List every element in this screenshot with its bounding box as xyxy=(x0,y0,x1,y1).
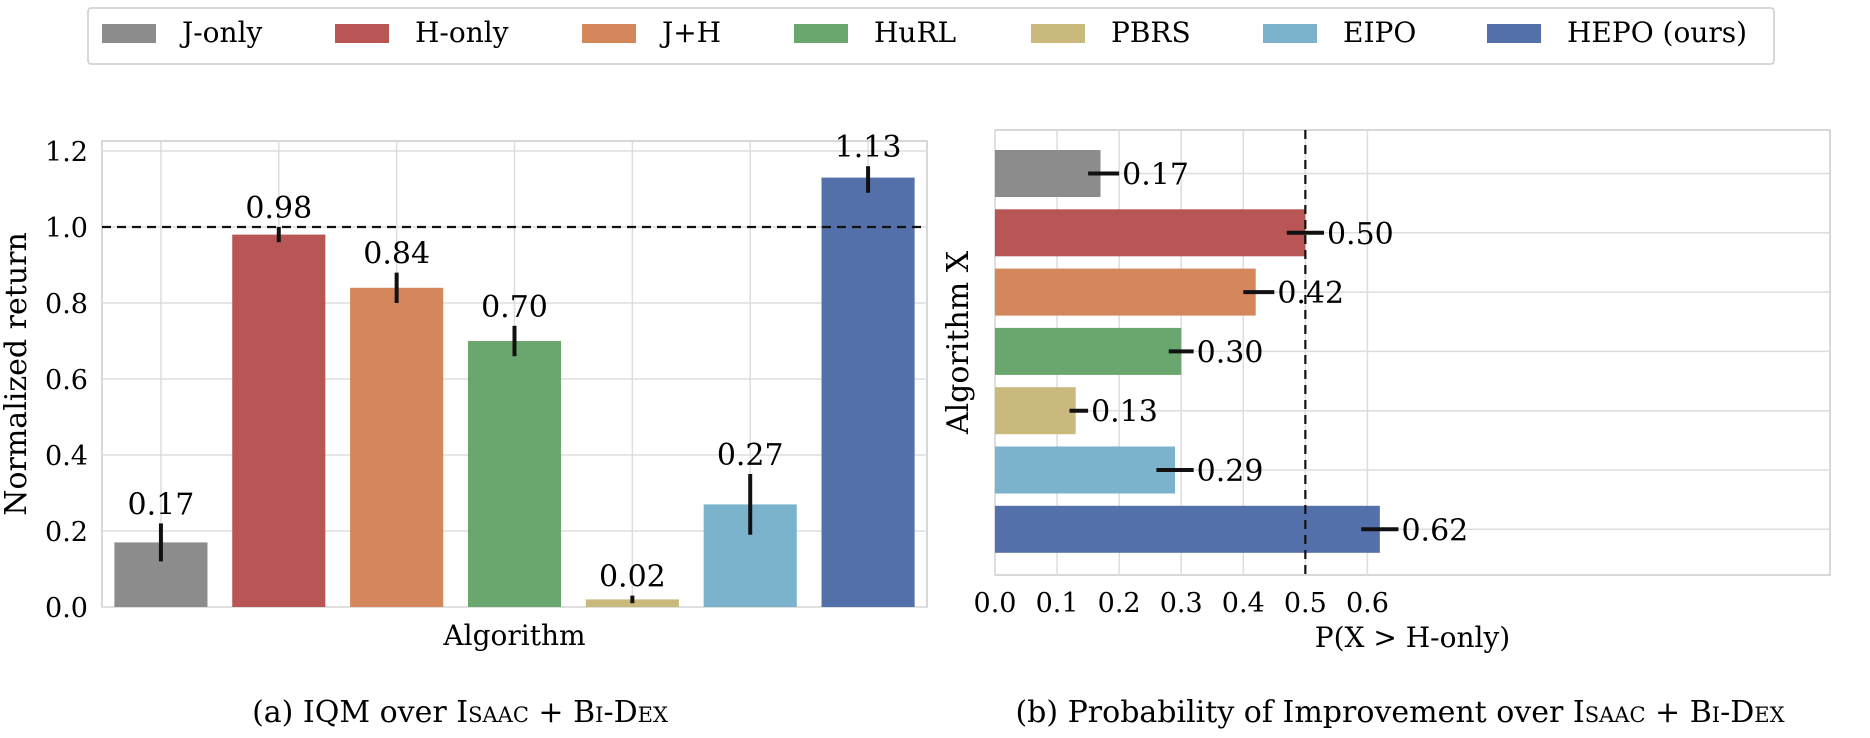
data-label: 0.17 xyxy=(1122,158,1189,193)
x-tick-label: 0.4 xyxy=(1222,588,1265,619)
plot-area xyxy=(994,129,1831,576)
bar xyxy=(232,234,326,607)
legend-label: EIPO xyxy=(1343,16,1416,49)
data-label: 0.70 xyxy=(481,290,548,325)
legend-label: J+H xyxy=(659,16,721,49)
y-tick-label: 0.2 xyxy=(45,517,88,548)
legend-swatch xyxy=(335,24,389,43)
y-tick-label: 1.2 xyxy=(45,137,88,168)
x-tick-label: 0.2 xyxy=(1098,588,1141,619)
legend-label: HEPO (ours) xyxy=(1567,16,1747,49)
y-tick-label: 0.6 xyxy=(45,365,88,396)
legend-label: J-only xyxy=(179,16,263,49)
y-tick-label: 0.4 xyxy=(45,441,88,472)
data-label: 0.42 xyxy=(1277,276,1344,311)
caption-a: (a) IQM over Isaac + Bi-Dex xyxy=(252,695,668,730)
caption-b: (b) Probability of Improvement over Isaa… xyxy=(1015,695,1784,730)
bar xyxy=(995,209,1306,257)
bar xyxy=(995,327,1182,375)
data-label: 0.30 xyxy=(1197,335,1264,370)
legend-label: H-only xyxy=(415,16,509,49)
data-label: 1.13 xyxy=(835,130,902,165)
x-tick-label: 0.3 xyxy=(1160,588,1203,619)
data-label: 0.50 xyxy=(1327,217,1394,252)
data-label: 0.98 xyxy=(245,191,312,226)
bar xyxy=(995,446,1176,494)
bar xyxy=(821,177,915,607)
y-axis-label: Normalized return xyxy=(0,232,34,516)
data-label: 0.84 xyxy=(363,237,430,272)
chart-probability-of-improvement: 0.0 0.1 0.2 0.3 0.4 0.5 0.6 0.17 0.50 0.42 0.30 0.1… xyxy=(941,129,1831,654)
data-label: 0.13 xyxy=(1091,395,1158,430)
legend: J-only H-only J+H HuRL PBRS EIPO HEPO (ours) xyxy=(87,7,1775,65)
bar xyxy=(350,287,444,607)
bar xyxy=(995,505,1380,553)
data-label: 0.62 xyxy=(1401,513,1468,548)
x-tick-label: 0.0 xyxy=(974,588,1017,619)
legend-swatch xyxy=(794,24,848,43)
x-tick-label: 0.1 xyxy=(1036,588,1079,619)
legend-frame xyxy=(87,7,1775,65)
data-label: 0.02 xyxy=(599,560,666,595)
legend-swatch xyxy=(1263,24,1317,43)
x-tick-label: 0.6 xyxy=(1346,588,1389,619)
y-tick-label: 0.0 xyxy=(45,593,88,624)
y-tick-label: 1.0 xyxy=(45,213,88,244)
legend-label: PBRS xyxy=(1111,16,1191,49)
legend-label: HuRL xyxy=(874,16,956,49)
data-label: 0.17 xyxy=(128,487,195,522)
chart-iqm: 0.0 0.2 0.4 0.6 0.8 1.0 1.2 0.17 0.98 0.84 0.70 0.0… xyxy=(0,130,928,652)
legend-swatch xyxy=(1487,24,1541,43)
bar xyxy=(467,341,562,607)
y-tick-label: 0.8 xyxy=(45,289,88,320)
legend-swatch xyxy=(102,24,156,43)
bar xyxy=(995,268,1256,316)
bar xyxy=(995,150,1101,197)
y-axis-label: Algorithm X xyxy=(941,250,976,435)
legend-swatch xyxy=(582,24,636,43)
x-tick-label: 0.5 xyxy=(1284,588,1327,619)
data-label: 0.27 xyxy=(717,438,784,473)
x-axis-label: P(X > H-only) xyxy=(1315,621,1510,654)
bar xyxy=(995,387,1076,435)
data-label: 0.29 xyxy=(1197,454,1264,489)
legend-swatch xyxy=(1031,24,1085,43)
x-axis-label: Algorithm xyxy=(442,619,585,652)
